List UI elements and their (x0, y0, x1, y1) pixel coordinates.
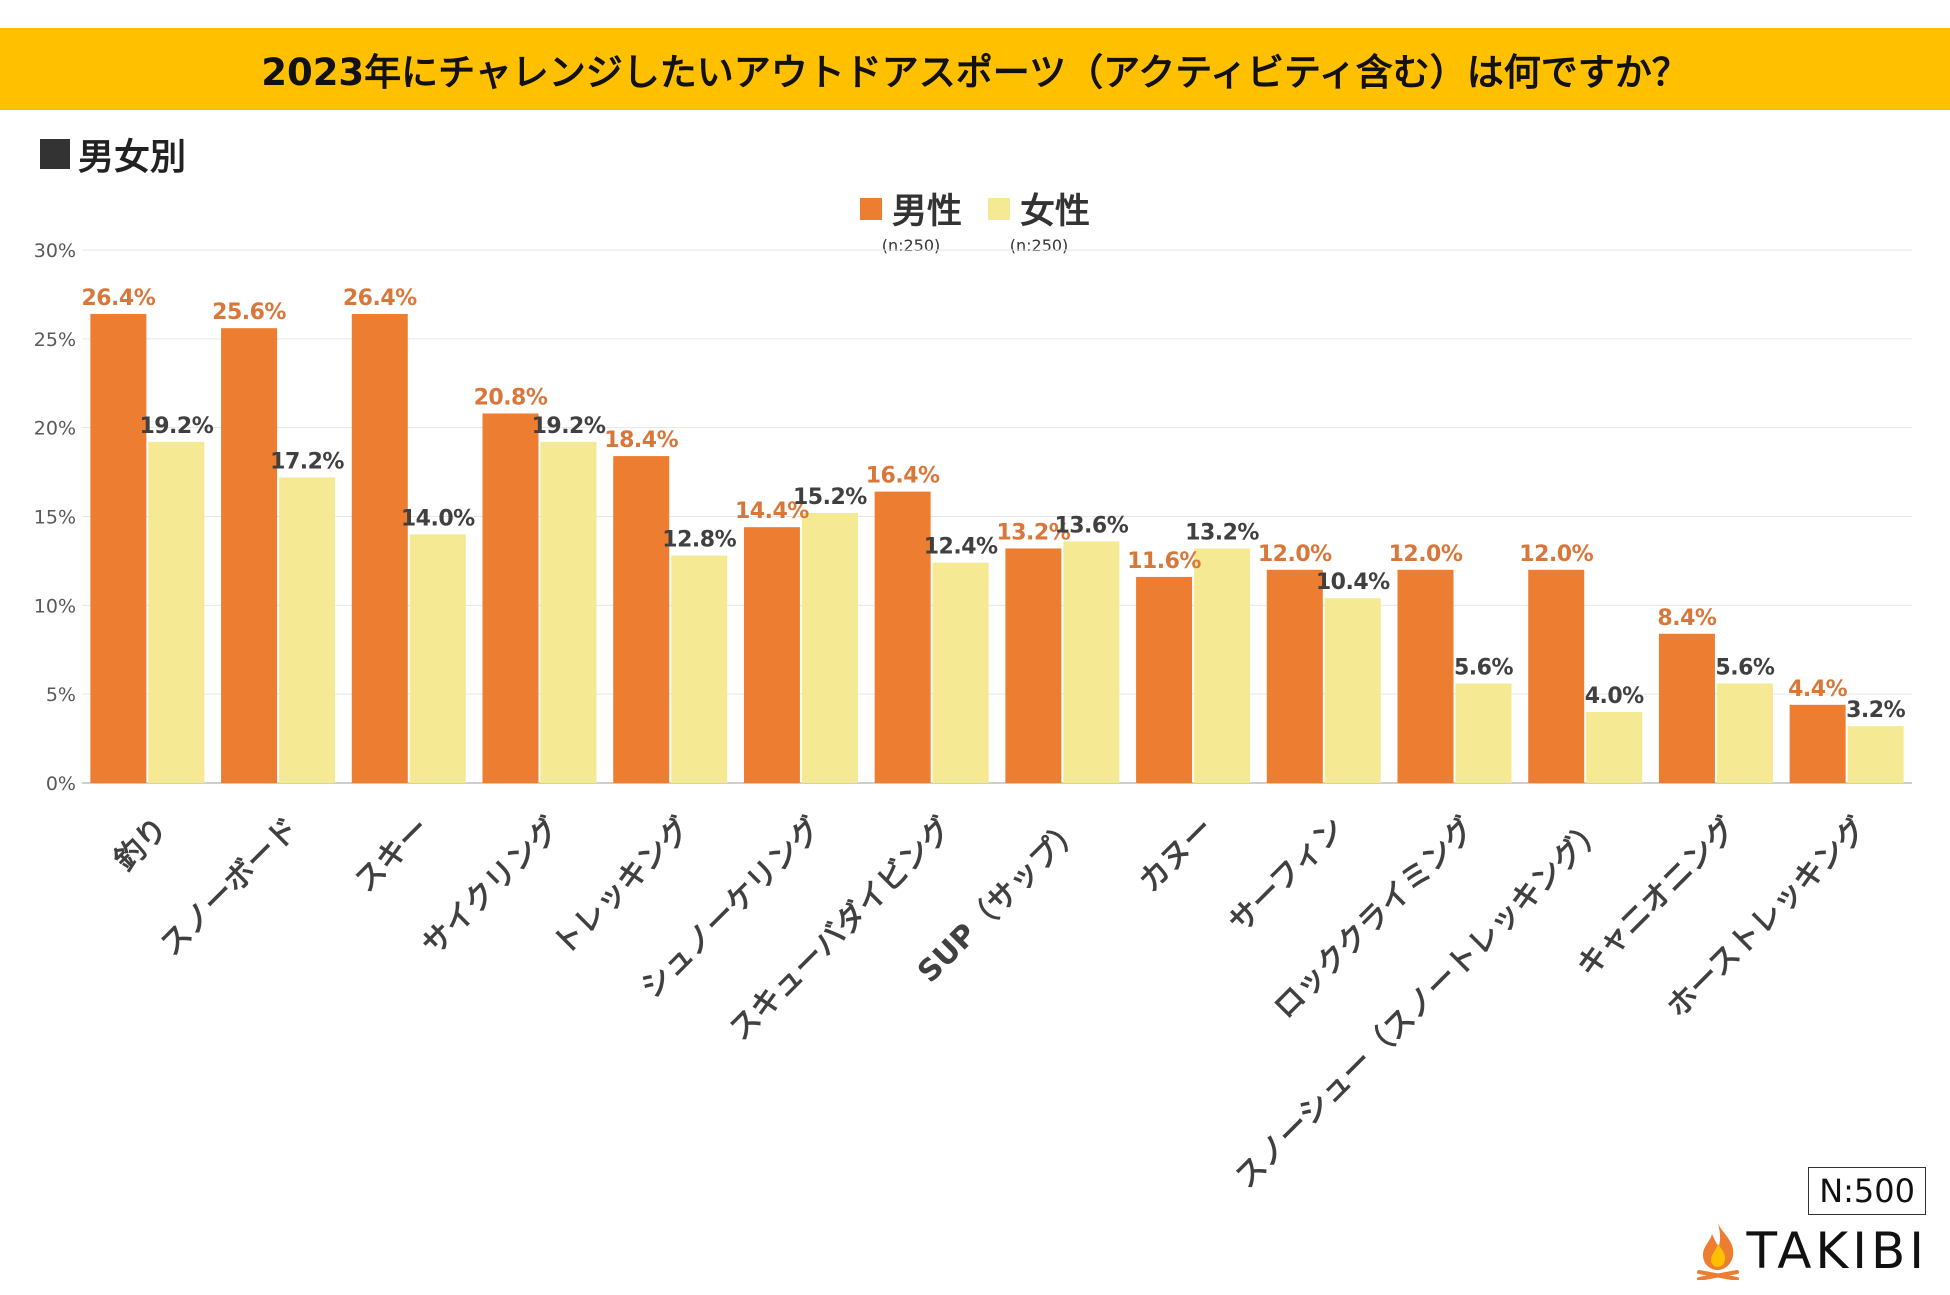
subtitle-text: 男女別 (78, 137, 187, 178)
bar-male (874, 491, 931, 783)
bar-female (540, 441, 597, 783)
sample-size-text: N:500 (1819, 1172, 1915, 1210)
data-label-male: 26.4% (81, 286, 155, 311)
bar-male (743, 527, 800, 783)
bar-male (482, 413, 539, 783)
category-label: 釣り (108, 811, 175, 878)
legend-swatch-male (860, 197, 882, 220)
bar-female (671, 555, 728, 783)
bar-male (1136, 576, 1193, 783)
bar-male (1397, 569, 1454, 783)
subtitle: 男女別 (40, 128, 186, 180)
bar-male (90, 313, 147, 783)
data-label-female: 4.0% (1585, 684, 1644, 709)
data-label-male: 12.0% (1389, 542, 1463, 567)
sample-size-box: N:500 (1808, 1167, 1926, 1215)
category-label: カヌー (1132, 811, 1220, 899)
data-label-female: 12.8% (662, 528, 736, 553)
y-tick-label: 30% (34, 240, 76, 262)
bar-male (221, 328, 278, 783)
data-label-female: 3.2% (1846, 698, 1905, 723)
category-label: サーフィン (1222, 811, 1351, 940)
brand-logo: TAKIBI (1695, 1222, 1928, 1280)
bar-female (801, 512, 858, 783)
data-label-female: 15.2% (793, 485, 867, 510)
data-label-female: 5.6% (1454, 656, 1513, 681)
legend-label-female: 女性 (1020, 192, 1091, 232)
square-bullet-icon (40, 139, 70, 169)
bar-male (1528, 569, 1585, 783)
bar-female (1847, 726, 1904, 783)
y-tick-label: 15% (34, 507, 76, 529)
data-label-female: 17.2% (270, 449, 344, 474)
bar-male (1005, 548, 1062, 783)
category-label: スノーボード (154, 811, 306, 963)
bar-male (1789, 704, 1846, 783)
data-label-male: 16.4% (866, 464, 940, 489)
data-label-female: 10.4% (1316, 570, 1390, 595)
data-label-female: 14.0% (401, 506, 475, 531)
chart-title: 2023年にチャレンジしたいアウトドアスポーツ（アクティビティ含む）は何ですか？ (261, 51, 1689, 94)
data-label-female: 19.2% (532, 414, 606, 439)
data-label-female: 5.6% (1715, 656, 1774, 681)
y-tick-label: 5% (46, 684, 76, 706)
y-tick-label: 0% (46, 773, 76, 795)
bar-female (1716, 683, 1773, 783)
bar-female (148, 441, 205, 783)
category-label: スキー (348, 811, 436, 899)
bar-female (279, 477, 336, 783)
data-label-female: 12.4% (924, 535, 998, 560)
bar-female (409, 534, 466, 783)
bar-female (1194, 548, 1251, 783)
data-label-female: 13.6% (1054, 513, 1128, 538)
data-label-male: 4.4% (1788, 677, 1847, 702)
title-banner: 2023年にチャレンジしたいアウトドアスポーツ（アクティビティ含む）は何ですか？ (0, 28, 1950, 110)
category-label: スキューバダイビング (723, 811, 960, 1048)
data-label-male: 13.2% (996, 520, 1070, 545)
legend-swatch-female (988, 197, 1011, 220)
data-label-male: 18.4% (604, 428, 678, 453)
data-label-male: 8.4% (1657, 606, 1716, 631)
bar-female (1063, 541, 1120, 783)
brand-text: TAKIBI (1746, 1222, 1928, 1280)
data-label-male: 25.6% (212, 300, 286, 325)
data-label-male: 12.0% (1258, 542, 1332, 567)
bar-male (1266, 569, 1323, 783)
y-tick-label: 20% (34, 418, 76, 440)
data-label-male: 26.4% (343, 286, 417, 311)
data-label-male: 11.6% (1127, 549, 1201, 574)
campfire-icon (1696, 1224, 1739, 1280)
y-tick-label: 10% (34, 595, 76, 617)
y-tick-label: 25% (34, 329, 76, 351)
bar-male (351, 313, 408, 783)
category-label: サイクリング (416, 811, 568, 963)
data-label-female: 19.2% (139, 414, 213, 439)
bar-female (932, 562, 989, 783)
bar-female (1324, 598, 1381, 783)
legend-label-male: 男性 (892, 192, 963, 232)
bar-male (613, 456, 670, 783)
bar-male (1658, 633, 1715, 783)
bar-female (1455, 683, 1512, 783)
data-label-female: 13.2% (1185, 520, 1259, 545)
data-label-male: 12.0% (1519, 542, 1593, 567)
bar-female (1586, 711, 1643, 783)
data-label-male: 20.8% (474, 385, 548, 410)
data-label-male: 14.4% (735, 499, 809, 524)
